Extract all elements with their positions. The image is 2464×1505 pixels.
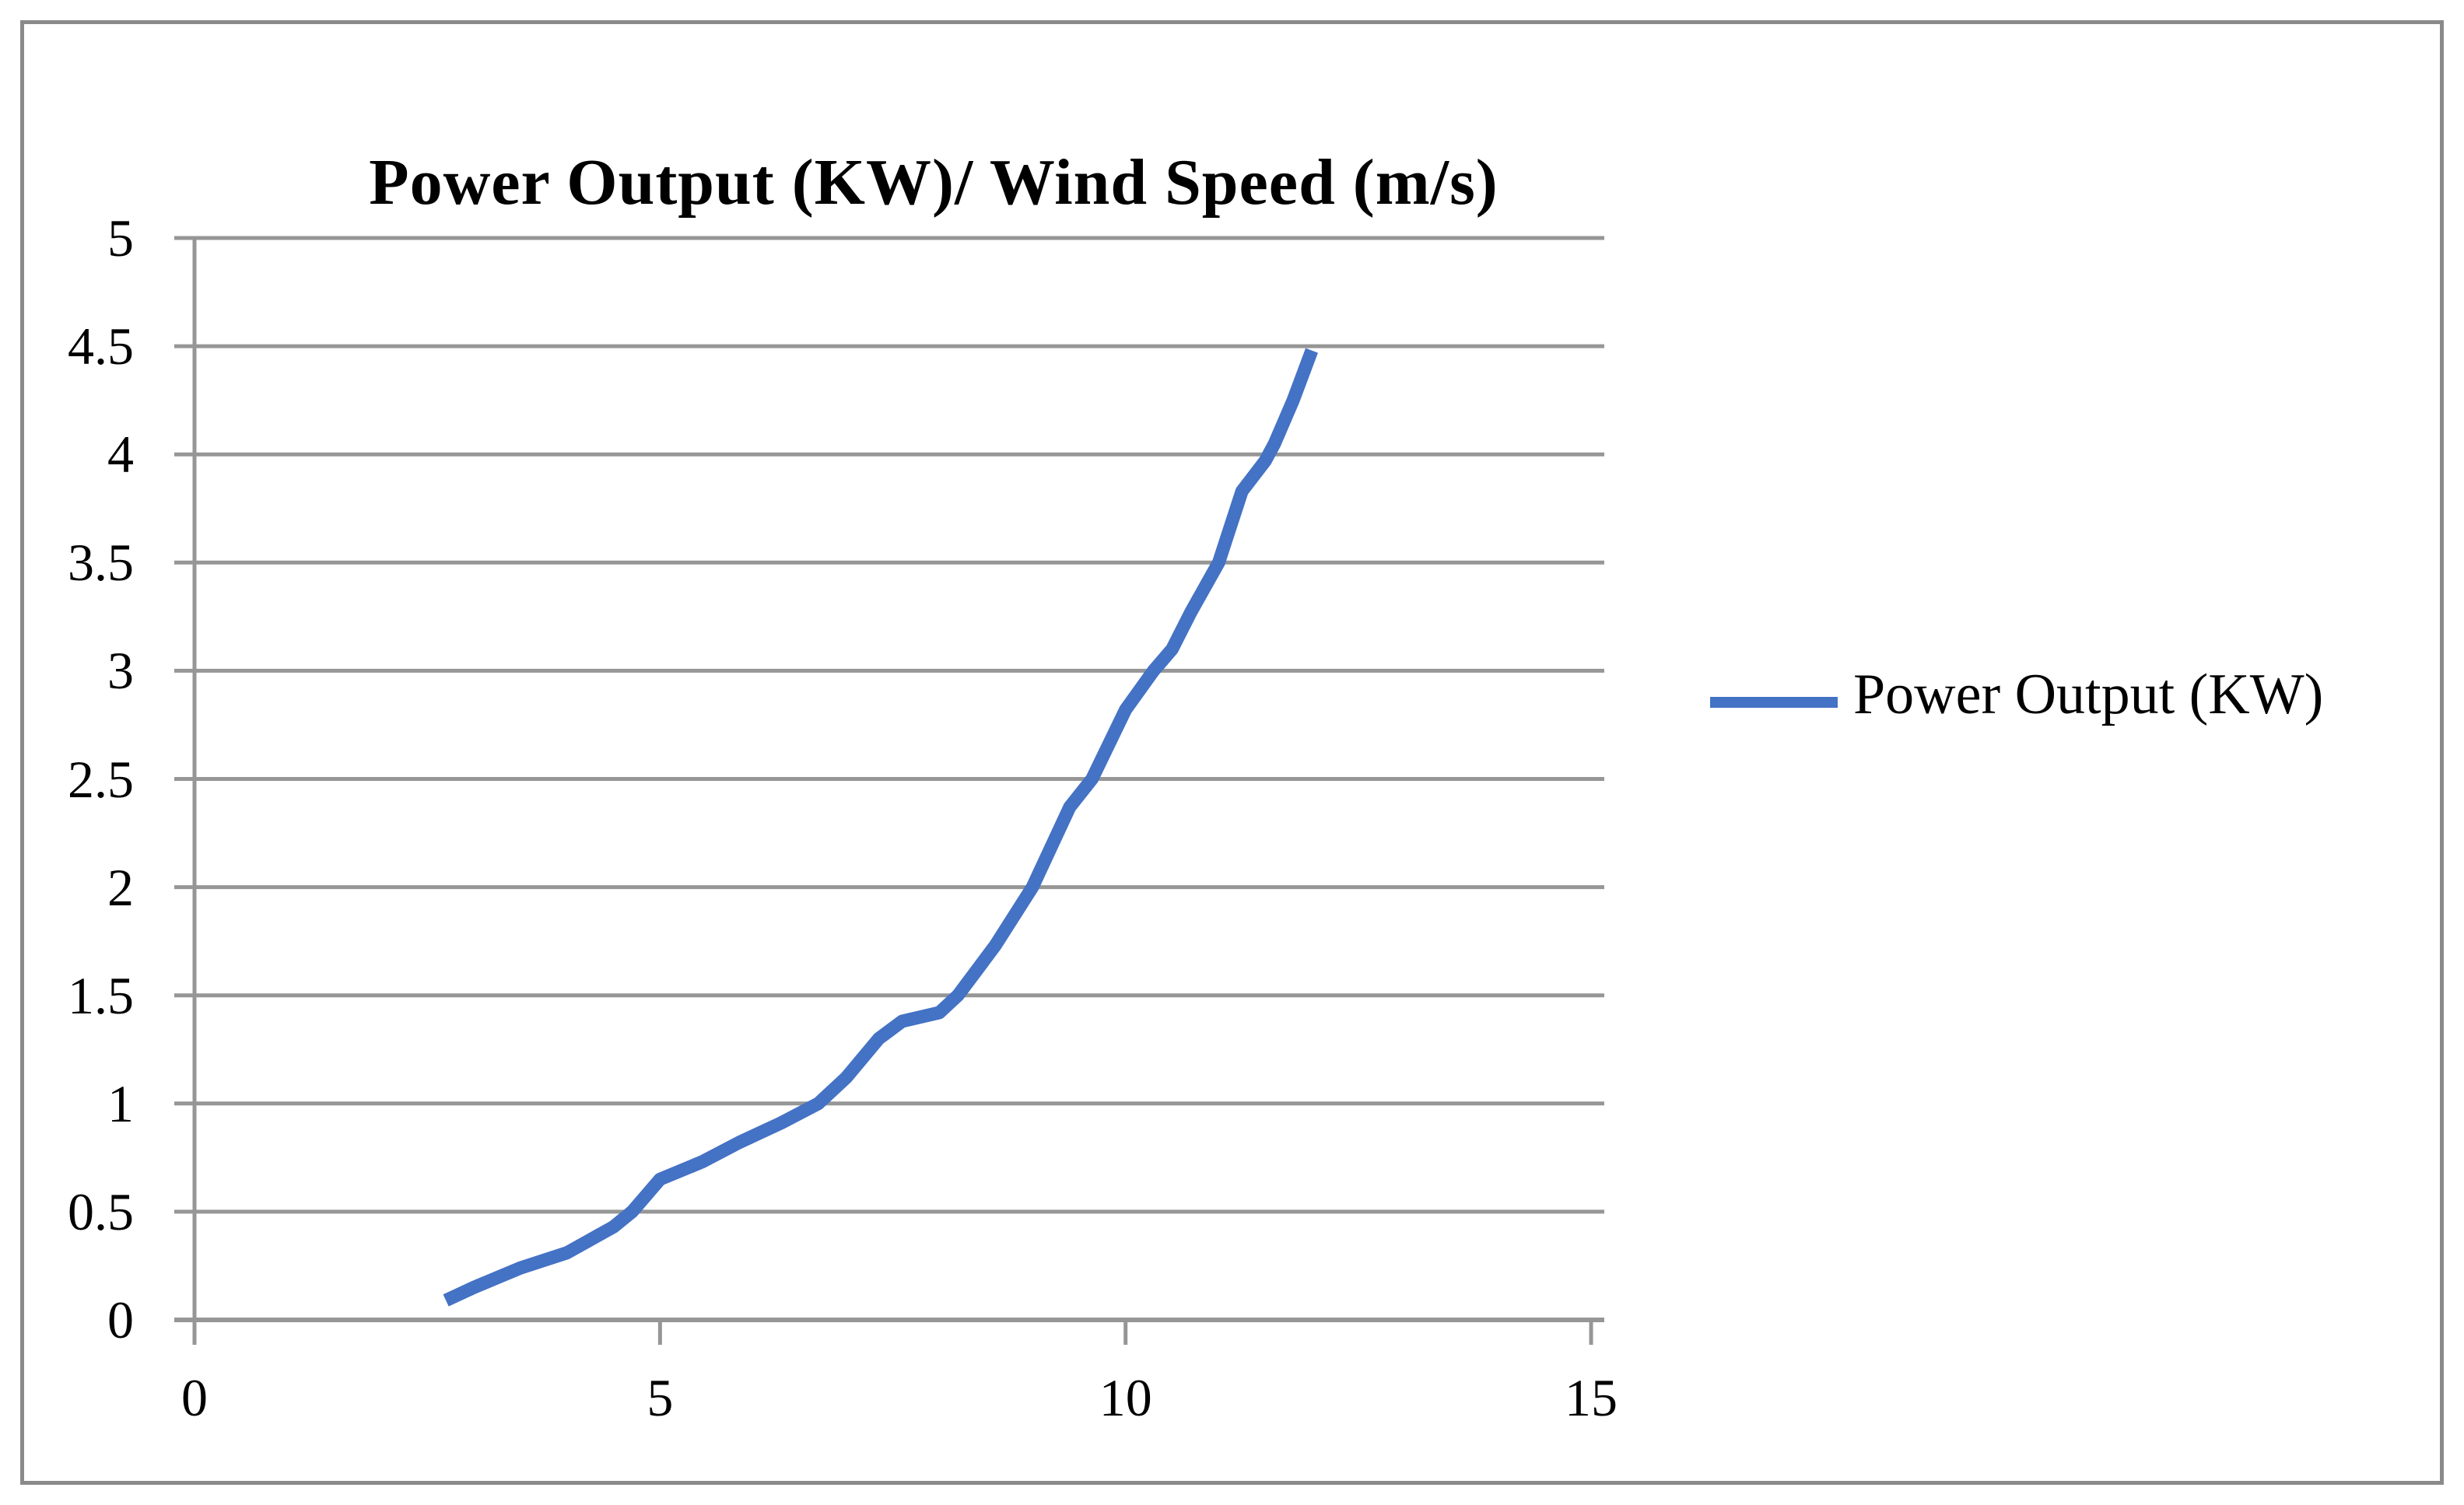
- x-tick-label: 0: [181, 1368, 208, 1427]
- x-tick-label: 5: [647, 1368, 674, 1427]
- power-output-line-series: [443, 348, 1319, 1307]
- x-tick-label: 10: [1099, 1368, 1152, 1427]
- chart-title: Power Output (KW)/ Wind Speed (m/s): [369, 146, 1498, 219]
- chart-border-frame: [20, 20, 2444, 1485]
- y-tick-label: 4: [107, 425, 134, 485]
- x-tick-label: 15: [1565, 1368, 1618, 1427]
- y-tick-label: 1: [107, 1073, 134, 1133]
- y-tick-label: 2: [107, 857, 134, 917]
- y-tick-label: 3: [107, 641, 134, 701]
- legend-line-swatch: [1710, 697, 1838, 708]
- y-tick-label: 0.5: [68, 1181, 134, 1241]
- y-tick-label: 5: [107, 208, 134, 268]
- y-tick-label: 2.5: [68, 749, 134, 809]
- y-tick-label: 1.5: [68, 965, 134, 1025]
- y-tick-label: 4.5: [68, 317, 134, 376]
- legend-label: Power Output (KW): [1853, 663, 2324, 726]
- y-tick-label: 0: [107, 1290, 134, 1349]
- y-tick-label: 3.5: [68, 533, 134, 593]
